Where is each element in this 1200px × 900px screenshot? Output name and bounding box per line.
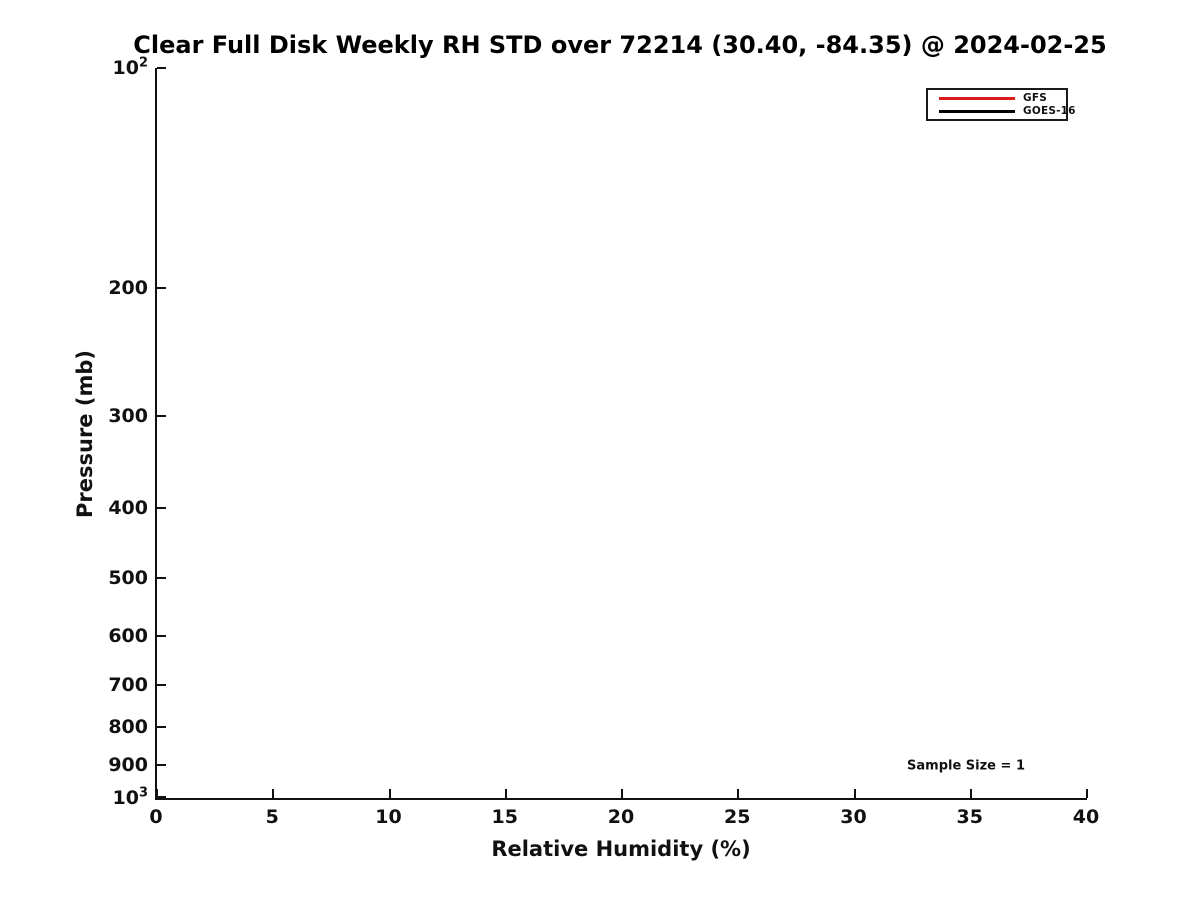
- x-tick-mark: [853, 789, 856, 798]
- y-tick-label: 900: [108, 753, 148, 776]
- y-tick-label: 600: [108, 625, 148, 648]
- x-axis-label: Relative Humidity (%): [491, 837, 751, 861]
- legend-label-gfs: GFS: [1023, 92, 1047, 104]
- y-tick-label: 102: [112, 55, 149, 79]
- legend: GFS GOES-16: [926, 88, 1075, 121]
- y-tick-mark: [157, 286, 166, 289]
- x-tick-label: 5: [265, 806, 279, 828]
- x-tick-mark: [388, 789, 391, 798]
- x-tick-mark: [272, 789, 275, 798]
- x-tick-label: 30: [840, 806, 867, 828]
- series-lines-layer: [157, 68, 1087, 798]
- y-tick-label: 500: [108, 567, 148, 590]
- y-tick-mark: [157, 763, 166, 766]
- plot-area: [155, 67, 1088, 800]
- legend-entry-gfs: GFS: [939, 92, 1062, 104]
- x-tick-label: 20: [607, 806, 635, 828]
- x-tick-mark: [737, 789, 740, 798]
- x-tick-label: 35: [956, 806, 983, 828]
- y-axis-label: Pressure (mb): [73, 350, 97, 518]
- y-tick-mark: [157, 726, 166, 729]
- y-tick-label: 200: [108, 276, 148, 299]
- chart-title: Clear Full Disk Weekly RH STD over 72214…: [133, 31, 1107, 59]
- y-tick-label: 300: [108, 405, 148, 428]
- x-tick-mark: [621, 789, 623, 798]
- x-tick-label: 15: [491, 806, 518, 828]
- y-tick-mark: [157, 635, 166, 638]
- x-tick-label: 10: [375, 806, 402, 828]
- y-tick-mark: [157, 577, 166, 580]
- y-tick-mark: [157, 683, 166, 686]
- x-tick-mark: [969, 789, 972, 798]
- legend-label-goes16: GOES-16: [1023, 105, 1076, 117]
- x-tick-mark: [156, 789, 158, 798]
- goes16-line-swatch: [939, 109, 1015, 113]
- y-tick-label: 400: [108, 496, 148, 519]
- y-tick-label: 800: [108, 716, 148, 739]
- x-tick-label: 25: [724, 806, 751, 828]
- x-tick-mark: [504, 789, 507, 798]
- x-tick-label: 0: [149, 806, 163, 828]
- y-tick-mark: [157, 415, 166, 418]
- y-tick-mark: [157, 67, 166, 69]
- gfs-line-swatch: [939, 96, 1015, 100]
- y-tick-mark: [157, 796, 166, 798]
- x-tick-mark: [1086, 789, 1088, 798]
- y-tick-label: 103: [112, 785, 149, 809]
- legend-entry-goes16: GOES-16: [939, 105, 1075, 117]
- y-tick-mark: [157, 506, 166, 509]
- sample-size-annotation: Sample Size = 1: [907, 758, 1025, 774]
- x-tick-label: 40: [1072, 806, 1100, 828]
- y-tick-label: 700: [108, 673, 148, 696]
